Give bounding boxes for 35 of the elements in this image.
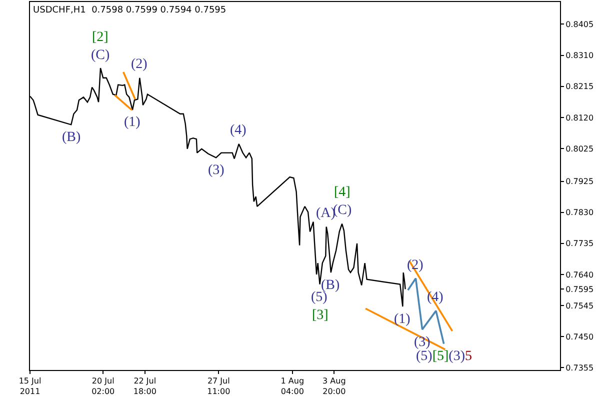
annotation: (5) [311, 290, 328, 305]
annotation: (2) [131, 57, 148, 72]
annotation: (1) [394, 312, 411, 327]
y-tick-label: 0.8120 [566, 113, 594, 122]
x-tick-label: 22 Jul 18:00 [133, 376, 156, 396]
y-tick-label: 0.8215 [566, 82, 594, 92]
annotation: [4] [334, 185, 350, 200]
y-tick-label: 0.8310 [566, 51, 594, 60]
annotation: (3) [414, 335, 431, 350]
annotation: (A) [316, 206, 336, 221]
annotation: (B) [321, 278, 340, 293]
annotation: (5)[5](3)5 [416, 349, 472, 364]
annotation: (B) [62, 130, 81, 145]
y-tick-label: 0.7545 [566, 301, 594, 310]
annotation: [2] [92, 30, 108, 45]
annotation: (C) [91, 48, 110, 63]
annotation: [3] [312, 308, 328, 323]
y-tick-label: 0.8025 [566, 144, 594, 154]
y-tick-label: 0.7925 [566, 177, 594, 186]
x-tick-label: 15 Jul 2011 [18, 376, 42, 396]
x-tick-label: 27 Jul 11:00 [207, 376, 230, 396]
annotation: (1) [124, 115, 141, 130]
x-tick-label: 1 Aug 04:00 [280, 376, 304, 396]
y-tick-label: 0.7595 [566, 285, 594, 294]
y-tick-label: 0.7450 [566, 332, 594, 342]
y-tick-label: 0.7830 [566, 208, 594, 218]
annotation: (3) [208, 163, 225, 178]
annotation: (4) [230, 123, 247, 138]
x-tick-label: 3 Aug 20:00 [322, 376, 346, 396]
y-tick-label: 0.8405 [566, 20, 594, 30]
y-tick-label: 0.7355 [566, 364, 594, 373]
chart-title: USDCHF,H1 0.7598 0.7599 0.7594 0.7595 [33, 5, 226, 16]
y-tick-label: 0.7640 [566, 270, 594, 280]
x-tick-label: 20 Jul 02:00 [92, 376, 115, 396]
y-tick-label: 0.7735 [566, 239, 594, 248]
